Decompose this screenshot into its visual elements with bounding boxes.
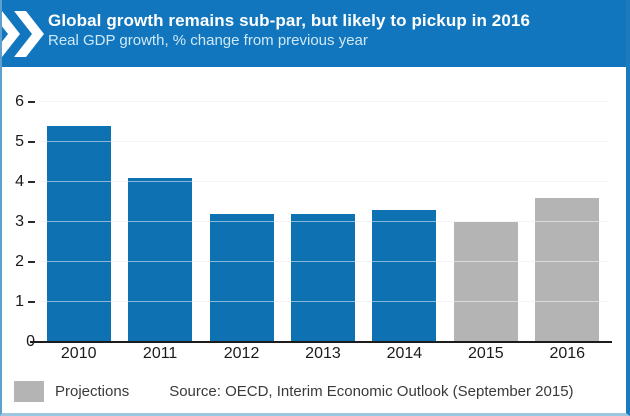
gridline-overlay-4	[38, 181, 608, 182]
y-axis-tick	[28, 221, 35, 223]
x-axis-label-2011: 2011	[142, 345, 178, 362]
projection-bar-2016	[535, 198, 600, 342]
y-axis-label-text: 2	[15, 253, 24, 270]
x-axis-line	[30, 341, 612, 343]
gridline-overlay-5	[38, 141, 608, 142]
y-axis-label-1: 1	[2, 292, 35, 312]
plot-area	[30, 94, 612, 343]
bar-2010	[46, 126, 111, 342]
bar-slot-2016	[527, 94, 608, 342]
y-axis-tick	[28, 141, 35, 143]
y-axis-label-text: 3	[15, 213, 24, 230]
y-axis-label-text: 6	[15, 93, 24, 110]
bar-2011	[128, 178, 193, 342]
gridline-overlay-1	[38, 301, 608, 302]
bar-slot-2012	[201, 94, 282, 342]
y-axis-label-3: 3	[2, 212, 35, 232]
x-axis-label-2015: 2015	[468, 345, 504, 362]
x-axis-label-2012: 2012	[223, 345, 260, 362]
chart-subtitle: Real GDP growth, % change from previous …	[48, 32, 368, 49]
gridline-overlay-6	[38, 101, 608, 102]
bar-slot-2015	[445, 94, 526, 342]
y-axis-tick	[28, 101, 35, 103]
y-axis-label-text: 4	[15, 173, 24, 190]
header-text: Global growth remains sub-par, but likel…	[48, 0, 626, 50]
x-axis-labels: 2010 2011 2012 2013 2014 2015 2016	[38, 345, 608, 363]
gridline-overlay-2	[38, 261, 608, 262]
x-axis-label-2010: 2010	[60, 345, 97, 362]
projections-legend-label: Projections	[55, 383, 130, 400]
y-axis-label-6: 6	[2, 92, 35, 112]
bar-slot-2010	[38, 94, 119, 342]
bars-container	[38, 94, 608, 342]
y-axis-tick	[28, 261, 35, 263]
projections-legend-swatch	[14, 381, 44, 402]
y-axis-label-4: 4	[2, 172, 35, 192]
y-axis-label-2: 2	[2, 252, 35, 272]
bar-slot-2011	[119, 94, 200, 342]
bar-2014	[372, 210, 437, 342]
y-axis-label-text: 5	[15, 133, 24, 150]
bar-2013	[290, 214, 355, 342]
chart-footer: Projections Source: OECD, Interim Econom…	[14, 381, 618, 402]
projection-bar-2015	[453, 222, 518, 342]
bar-slot-2014	[364, 94, 445, 342]
chart-content: 2010 2011 2012 2013 2014 2015 2016 Projections…	[2, 67, 626, 413]
gridline-overlay-3	[38, 221, 608, 222]
y-axis-tick	[28, 181, 35, 183]
chart-header: Global growth remains sub-par, but likel…	[2, 0, 626, 67]
x-axis-label-2013: 2013	[305, 345, 341, 362]
x-axis-label-2014: 2014	[386, 345, 423, 362]
oecd-double-chevron-icon	[2, 11, 44, 57]
bar-slot-2013	[282, 94, 363, 342]
bar-2012	[209, 214, 274, 342]
y-axis-label-5: 5	[2, 132, 35, 152]
y-axis-label-text: 1	[15, 293, 24, 310]
source-text: Source: OECD, Interim Economic Outlook (…	[169, 383, 574, 400]
chart-title: Global growth remains sub-par, but likel…	[48, 11, 530, 30]
x-axis-label-2016: 2016	[549, 345, 586, 362]
y-axis-tick	[28, 301, 35, 303]
